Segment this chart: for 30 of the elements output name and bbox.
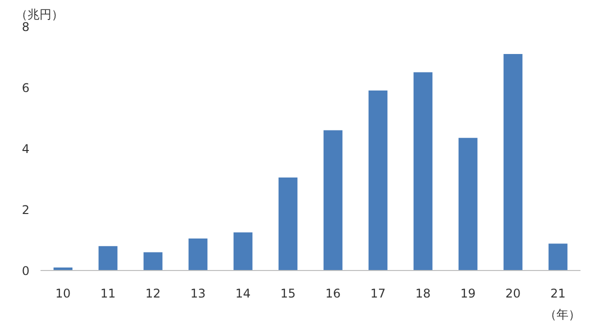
y-tick-label: 2 xyxy=(22,203,30,217)
x-tick-label: 14 xyxy=(235,286,251,300)
x-tick-label: 20 xyxy=(505,286,521,300)
x-tick-label: 13 xyxy=(190,286,206,300)
x-tick-label: 11 xyxy=(100,286,116,300)
bar xyxy=(504,54,522,270)
bar xyxy=(98,246,118,270)
bar xyxy=(414,72,432,270)
y-axis-title: （兆円） xyxy=(16,8,64,22)
x-tick-label: 19 xyxy=(460,286,476,300)
bar xyxy=(458,138,478,270)
x-tick-label: 21 xyxy=(550,286,566,300)
y-tick-label: 6 xyxy=(22,81,30,95)
x-tick-label: 17 xyxy=(370,286,386,300)
bar xyxy=(324,130,342,270)
y-tick-label: 0 xyxy=(22,264,30,278)
bar xyxy=(368,90,388,270)
x-axis-title: （年） xyxy=(544,308,580,322)
bar xyxy=(548,244,568,270)
x-tick-label: 15 xyxy=(280,286,296,300)
y-tick-label: 8 xyxy=(22,20,30,34)
x-tick-label: 10 xyxy=(55,286,71,300)
bar xyxy=(234,232,252,270)
x-tick-label: 16 xyxy=(325,286,341,300)
y-tick-label: 4 xyxy=(22,142,30,156)
x-tick-label: 12 xyxy=(145,286,161,300)
bar xyxy=(188,238,208,270)
bar xyxy=(278,177,298,270)
x-tick-label: 18 xyxy=(415,286,431,300)
bar xyxy=(144,252,162,270)
